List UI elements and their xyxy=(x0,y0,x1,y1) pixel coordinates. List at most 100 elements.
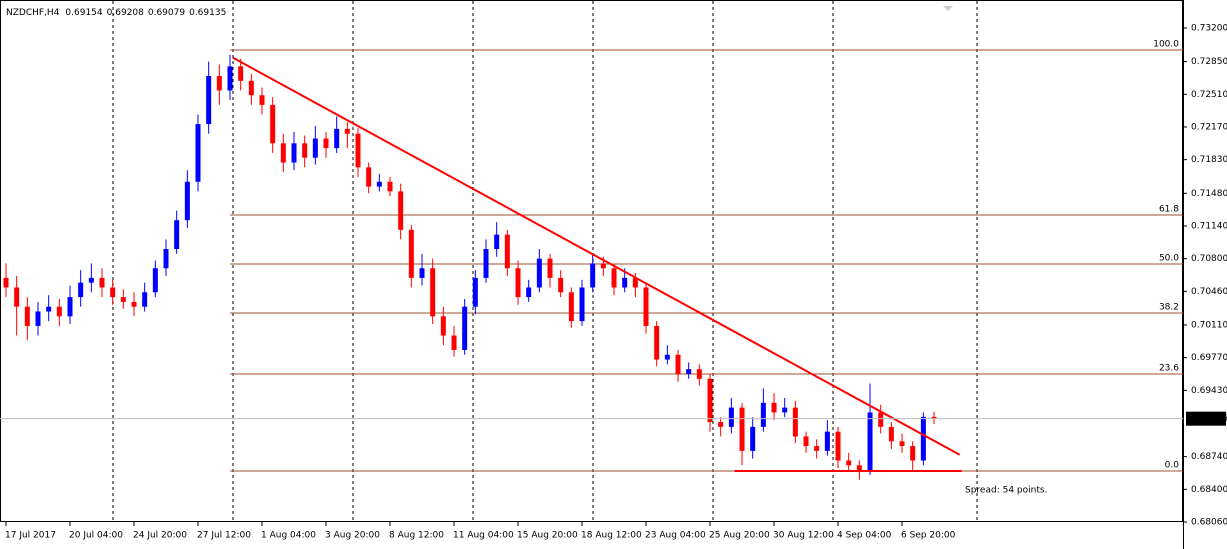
trend-line xyxy=(232,56,961,456)
annotation: Spread: 54 points. xyxy=(965,486,1047,496)
candle-body xyxy=(227,66,233,91)
candle-body xyxy=(312,138,318,158)
y-tick-label: 0.71830 xyxy=(1191,155,1227,165)
last-open: 0.69154 xyxy=(65,8,102,18)
candle-body xyxy=(750,426,756,451)
candle-body xyxy=(590,263,596,288)
last-low: 0.69079 xyxy=(148,8,185,18)
candle-body xyxy=(558,277,564,293)
symbol: NZDCHF,H4 xyxy=(6,8,60,18)
x-tick-label: 11 Aug 04:00 xyxy=(453,531,514,541)
candle-body xyxy=(142,292,148,307)
candle-body xyxy=(56,306,62,317)
y-tick-label: 0.68060 xyxy=(1191,518,1227,528)
candle-body xyxy=(654,325,660,360)
candle-body xyxy=(67,297,73,317)
candle-body xyxy=(675,354,681,374)
y-tick-label: 0.70460 xyxy=(1191,287,1227,297)
last-high: 0.69208 xyxy=(107,8,144,18)
candle-body xyxy=(152,268,158,293)
candle-body xyxy=(291,143,297,163)
candle-body xyxy=(910,446,916,461)
candle-body xyxy=(323,138,329,149)
candle-body xyxy=(739,407,745,451)
candle-body xyxy=(408,229,414,278)
candle-body xyxy=(302,143,308,158)
plot-frame xyxy=(0,0,1183,522)
candle-body xyxy=(867,412,873,471)
candle-body xyxy=(856,465,862,471)
candle-body xyxy=(163,249,169,269)
x-tick-label: 18 Aug 12:00 xyxy=(581,531,642,541)
candle-body xyxy=(419,268,425,278)
candle-body xyxy=(280,143,286,163)
y-tick-label: 0.68400 xyxy=(1191,485,1227,495)
candle-body xyxy=(248,80,254,96)
fib-label: 0.0 xyxy=(1165,461,1180,471)
x-tick-label: 27 Jul 12:00 xyxy=(197,531,251,541)
candle-body xyxy=(46,306,52,312)
candle-body xyxy=(568,292,574,322)
fib-label: 23.6 xyxy=(1159,363,1179,373)
candle-body xyxy=(78,282,84,298)
candle-body xyxy=(632,277,638,288)
candle-body xyxy=(483,249,489,278)
candle-body xyxy=(718,422,724,427)
y-tick-label: 0.71480 xyxy=(1191,189,1227,199)
candle-body xyxy=(920,416,926,461)
candle-body xyxy=(782,407,788,413)
y-tick-label: 0.70110 xyxy=(1191,320,1227,330)
candle-body xyxy=(600,263,606,269)
candle-body xyxy=(387,181,393,192)
y-tick-label: 0.72170 xyxy=(1191,122,1227,132)
price-box-label: 0.69135 xyxy=(1191,414,1227,424)
fib-label: 38.2 xyxy=(1159,303,1179,313)
fib-label: 50.0 xyxy=(1159,254,1179,264)
candle-body xyxy=(803,436,809,447)
candle-body xyxy=(792,407,798,437)
candle-body xyxy=(195,124,201,182)
y-tick-label: 0.68740 xyxy=(1191,452,1227,462)
candle-body xyxy=(888,426,894,442)
x-tick-label: 17 Jul 2017 xyxy=(5,531,56,541)
candle-body xyxy=(846,460,852,466)
candle-body xyxy=(99,277,105,288)
candle-body xyxy=(334,128,340,149)
candle-body xyxy=(622,277,628,288)
y-tick-label: 0.72850 xyxy=(1191,57,1227,67)
y-tick-label: 0.69430 xyxy=(1191,386,1227,396)
candle-body xyxy=(707,378,713,423)
candle-body xyxy=(515,268,521,298)
fib-label: 100.0 xyxy=(1153,39,1179,49)
candle-body xyxy=(120,297,126,302)
x-tick-label: 23 Aug 04:00 xyxy=(645,531,706,541)
candle-body xyxy=(344,128,350,134)
candle-body xyxy=(3,277,9,288)
candle-body xyxy=(547,258,553,278)
candle-body xyxy=(728,407,734,427)
candle-body xyxy=(462,306,468,350)
x-tick-label: 24 Jul 20:00 xyxy=(133,531,187,541)
candle-body xyxy=(398,191,404,230)
x-tick-label: 1 Aug 04:00 xyxy=(261,531,316,541)
price-axis-bg xyxy=(1183,0,1227,549)
last-close: 0.69135 xyxy=(189,8,226,18)
candle-body xyxy=(216,76,222,91)
x-tick-label: 20 Jul 04:00 xyxy=(69,531,123,541)
candle-body xyxy=(526,287,532,298)
y-tick-label: 0.70800 xyxy=(1191,254,1227,264)
candle-body xyxy=(376,181,382,187)
y-tick-label: 0.69770 xyxy=(1191,353,1227,363)
y-tick-label: 0.72510 xyxy=(1191,90,1227,100)
candle-body xyxy=(686,369,692,374)
candle-body xyxy=(131,301,137,307)
candle-body xyxy=(366,167,372,187)
candle-body xyxy=(536,258,542,288)
candle-body xyxy=(184,181,190,221)
candle-body xyxy=(35,311,41,326)
x-tick-label: 15 Aug 20:00 xyxy=(517,531,578,541)
x-tick-label: 3 Aug 20:00 xyxy=(325,531,380,541)
chart-header: NZDCHF,H4 0.69154 0.69208 0.69079 0.69135 xyxy=(6,8,226,18)
candle-body xyxy=(824,431,830,451)
